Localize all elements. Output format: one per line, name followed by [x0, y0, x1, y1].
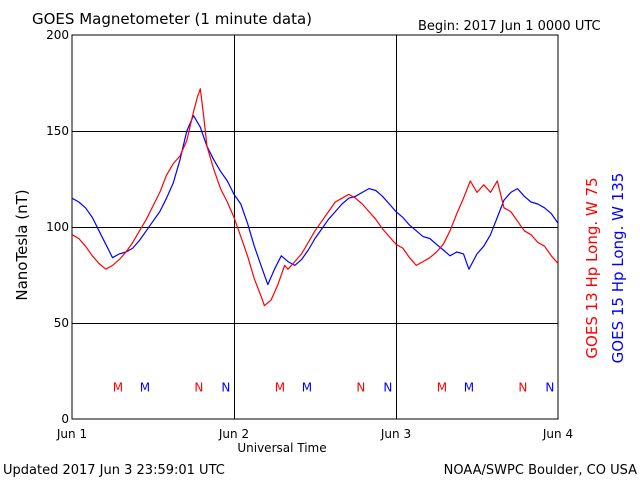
marker-n: N	[518, 380, 527, 394]
marker-m: M	[275, 380, 285, 394]
y-tick-label: 100	[46, 220, 69, 234]
x-tick-label: Jun 1	[56, 427, 87, 441]
marker-n: N	[194, 380, 203, 394]
y-tick-label: 150	[46, 124, 69, 138]
series-line-1	[71, 114, 559, 286]
marker-m: M	[302, 380, 312, 394]
x-tick-label: Jun 3	[380, 427, 411, 441]
marker-m: M	[140, 380, 150, 394]
series-lines	[71, 88, 559, 307]
chart-title: GOES Magnetometer (1 minute data)	[32, 10, 312, 28]
x-tick-label: Jun 4	[542, 427, 573, 441]
legend-goes13: GOES 13 Hp Long. W 75	[583, 177, 601, 358]
marker-n: N	[545, 380, 554, 394]
marker-m: M	[437, 380, 447, 394]
series-line-0	[71, 88, 559, 307]
updated-timestamp: Updated 2017 Jun 3 23:59:01 UTC	[3, 463, 225, 478]
x-axis-label: Universal Time	[237, 441, 326, 455]
grid-lines	[72, 35, 558, 419]
marker-m: M	[464, 380, 474, 394]
credit-text: NOAA/SWPC Boulder, CO USA	[444, 463, 637, 478]
marker-m: M	[113, 380, 123, 394]
plot-frame	[71, 34, 559, 420]
x-tick-labels: Jun 1 Jun 2 Jun 3 Jun 4	[56, 427, 573, 441]
begin-timestamp: Begin: 2017 Jun 1 0000 UTC	[418, 19, 601, 34]
marker-n: N	[383, 380, 392, 394]
marker-n: N	[356, 380, 365, 394]
y-axis-label: NanoTesla (nT)	[13, 189, 31, 300]
marker-n: N	[221, 380, 230, 394]
y-tick-label: 200	[46, 28, 69, 42]
x-tick-label: Jun 2	[218, 427, 249, 441]
y-tick-label: 50	[54, 316, 69, 330]
y-tick-labels: 0 50 100 150 200	[46, 28, 69, 426]
legend-goes15: GOES 15 Hp Long. W 135	[609, 173, 627, 364]
y-tick-label: 0	[61, 412, 69, 426]
